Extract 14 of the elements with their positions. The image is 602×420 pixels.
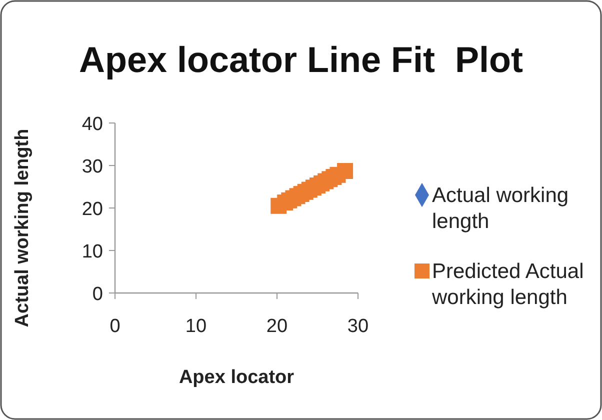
y-tick-label: 0 <box>92 284 103 305</box>
x-tick-label: 0 <box>110 316 120 337</box>
y-tick-label: 10 <box>82 242 103 262</box>
legend-label: Predicted Actual working length <box>431 260 584 309</box>
y-axis-title: Actual working length <box>12 128 33 328</box>
chart-title: Apex locator Line Fit Plot <box>78 39 524 80</box>
legend-label: Actual working length <box>432 184 569 233</box>
x-tick-label: 30 <box>347 316 369 337</box>
y-tick-label: 40 <box>82 114 103 135</box>
y-tick-label: 30 <box>82 156 103 178</box>
x-tick-label: 10 <box>185 316 207 337</box>
x-axis-title: Apex locator <box>178 367 295 388</box>
y-tick-label: 20 <box>82 199 103 220</box>
x-tick-label: 20 <box>266 316 288 337</box>
